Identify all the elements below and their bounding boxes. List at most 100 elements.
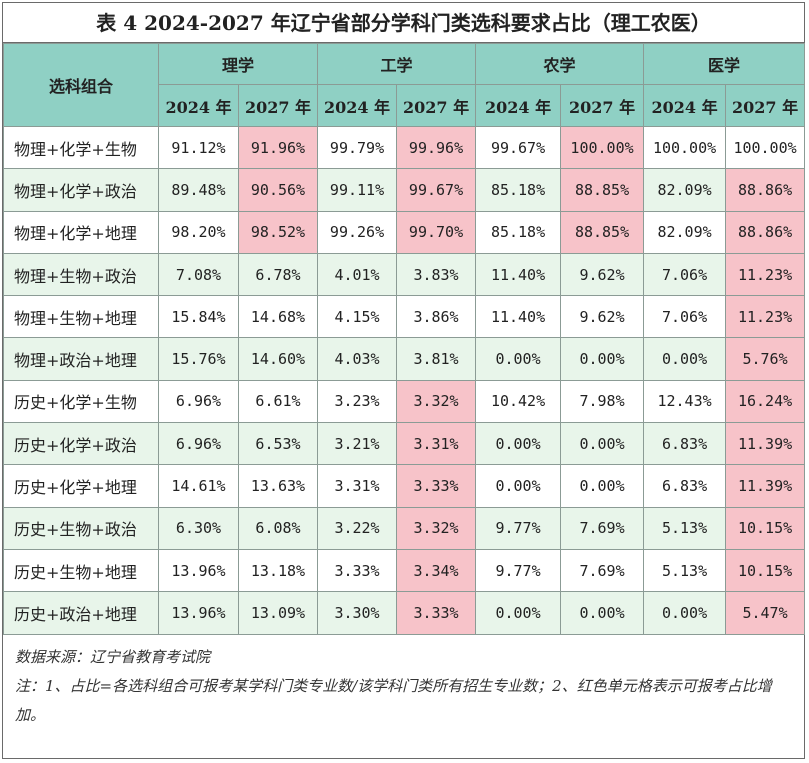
category-header-science: 理学 (157, 43, 319, 85)
combo-label: 历史+化学+生物 (3, 379, 159, 424)
value-cell: 6.53% (237, 422, 319, 466)
value-cell: 99.67% (475, 125, 562, 170)
value-cell: 4.03% (317, 337, 398, 381)
value-cell: 100.00% (643, 125, 727, 170)
value-cell: 0.00% (475, 591, 562, 635)
value-cell: 4.01% (317, 252, 398, 297)
value-cell: 90.56% (237, 168, 319, 212)
table-row: 历史+化学+政治 6.96% 6.53% 3.21% 3.31% 0.00% 0.00% 6.… (3, 422, 806, 466)
value-cell: 3.32% (396, 506, 477, 550)
table-row: 历史+化学+地理 14.61% 13.63% 3.31% 3.33% 0.00% 0.00%… (3, 464, 806, 508)
value-cell: 6.08% (237, 506, 319, 550)
value-cell: 88.86% (725, 168, 806, 212)
value-cell: 14.68% (237, 295, 319, 339)
value-cell: 3.22% (317, 506, 398, 550)
value-cell: 7.69% (560, 506, 645, 550)
value-cell: 13.18% (237, 548, 319, 593)
table-row: 历史+生物+地理 13.96% 13.18% 3.33% 3.34% 9.77% 7.69%… (3, 548, 806, 593)
value-cell: 0.00% (643, 591, 727, 635)
header-row-categories: 选科组合 理学 工学 农学 医学 (3, 43, 806, 127)
value-cell: 10.42% (475, 379, 562, 424)
value-cell: 14.61% (158, 464, 239, 508)
combo-column-header: 选科组合 (3, 43, 159, 127)
value-cell: 91.12% (158, 125, 239, 170)
value-cell: 98.52% (237, 210, 319, 254)
year-header: 2027 年 (725, 84, 806, 127)
value-cell: 3.23% (317, 379, 398, 424)
value-cell: 9.77% (475, 548, 562, 593)
value-cell: 6.96% (158, 379, 239, 424)
value-cell: 6.96% (158, 422, 239, 466)
notes-section: 数据来源：辽宁省教育考试院 注：1、占比=各选科组合可报考某学科门类专业数/该学… (3, 635, 804, 730)
combo-label: 物理+政治+地理 (3, 337, 159, 381)
value-cell: 99.70% (396, 210, 477, 254)
value-cell: 3.31% (396, 422, 477, 466)
table-row: 历史+化学+生物 6.96% 6.61% 3.23% 3.32% 10.42% 7.98% 1… (3, 379, 806, 424)
value-cell: 3.86% (396, 295, 477, 339)
value-cell: 6.30% (158, 506, 239, 550)
value-cell: 11.39% (725, 464, 806, 508)
value-cell: 3.81% (396, 337, 477, 381)
value-cell: 100.00% (560, 125, 645, 170)
value-cell: 3.31% (317, 464, 398, 508)
value-cell: 3.33% (396, 591, 477, 635)
value-cell: 11.39% (725, 422, 806, 466)
value-cell: 3.34% (396, 548, 477, 593)
combo-label: 历史+化学+政治 (3, 422, 159, 466)
value-cell: 12.43% (643, 379, 727, 424)
value-cell: 13.63% (237, 464, 319, 508)
value-cell: 5.13% (643, 548, 727, 593)
value-cell: 3.33% (317, 548, 398, 593)
value-cell: 99.11% (317, 168, 398, 212)
data-table: 选科组合 理学 工学 农学 医学 2024 年 2027 年 2024 年 20… (3, 43, 806, 635)
year-header: 2024 年 (158, 84, 239, 127)
combo-label: 历史+政治+地理 (3, 591, 159, 635)
value-cell: 99.79% (317, 125, 398, 170)
table-title: 表 4 2024-2027 年辽宁省部分学科门类选科要求占比（理工农医） (3, 3, 804, 43)
value-cell: 98.20% (158, 210, 239, 254)
value-cell: 7.69% (560, 548, 645, 593)
value-cell: 100.00% (725, 125, 806, 170)
table-row: 物理+生物+地理 15.84% 14.68% 4.15% 3.86% 11.40% 9.62… (3, 295, 806, 339)
year-header: 2027 年 (396, 84, 477, 127)
category-header-engineering: 工学 (317, 43, 477, 85)
value-cell: 7.08% (158, 252, 239, 297)
year-header: 2024 年 (317, 84, 398, 127)
value-cell: 0.00% (475, 422, 562, 466)
value-cell: 3.32% (396, 379, 477, 424)
value-cell: 88.85% (560, 168, 645, 212)
combo-label: 历史+生物+地理 (3, 548, 159, 593)
value-cell: 7.98% (560, 379, 645, 424)
combo-label: 物理+生物+政治 (3, 252, 159, 297)
value-cell: 5.13% (643, 506, 727, 550)
value-cell: 6.83% (643, 422, 727, 466)
combo-label: 历史+化学+地理 (3, 464, 159, 508)
value-cell: 0.00% (643, 337, 727, 381)
combo-label: 物理+化学+生物 (3, 125, 159, 170)
value-cell: 3.33% (396, 464, 477, 508)
year-header: 2024 年 (643, 84, 727, 127)
value-cell: 11.23% (725, 295, 806, 339)
value-cell: 9.77% (475, 506, 562, 550)
value-cell: 85.18% (475, 210, 562, 254)
table-row: 物理+化学+地理 98.20% 98.52% 99.26% 99.70% 85.18% 88… (3, 210, 806, 254)
value-cell: 3.30% (317, 591, 398, 635)
value-cell: 11.40% (475, 252, 562, 297)
value-cell: 13.96% (158, 591, 239, 635)
combo-label: 物理+化学+地理 (3, 210, 159, 254)
value-cell: 7.06% (643, 252, 727, 297)
table-row: 物理+化学+政治 89.48% 90.56% 99.11% 99.67% 85.18% 88… (3, 168, 806, 212)
value-cell: 3.83% (396, 252, 477, 297)
value-cell: 89.48% (158, 168, 239, 212)
header-row-years: 2024 年 2027 年 2024 年 2027 年 2024 年 2027 … (4, 84, 806, 127)
category-header-medicine: 医学 (643, 43, 806, 85)
combo-label: 物理+生物+地理 (3, 295, 159, 339)
data-source-note: 数据来源：辽宁省教育考试院 (15, 647, 211, 666)
value-cell: 0.00% (560, 464, 645, 508)
value-cell: 16.24% (725, 379, 806, 424)
value-cell: 5.47% (725, 591, 806, 635)
value-cell: 6.78% (237, 252, 319, 297)
table-row: 历史+生物+政治 6.30% 6.08% 3.22% 3.32% 9.77% 7.69% 5.… (3, 506, 806, 550)
table-row: 物理+化学+生物 91.12% 91.96% 99.79% 99.96% 99.67% 10… (3, 125, 806, 170)
